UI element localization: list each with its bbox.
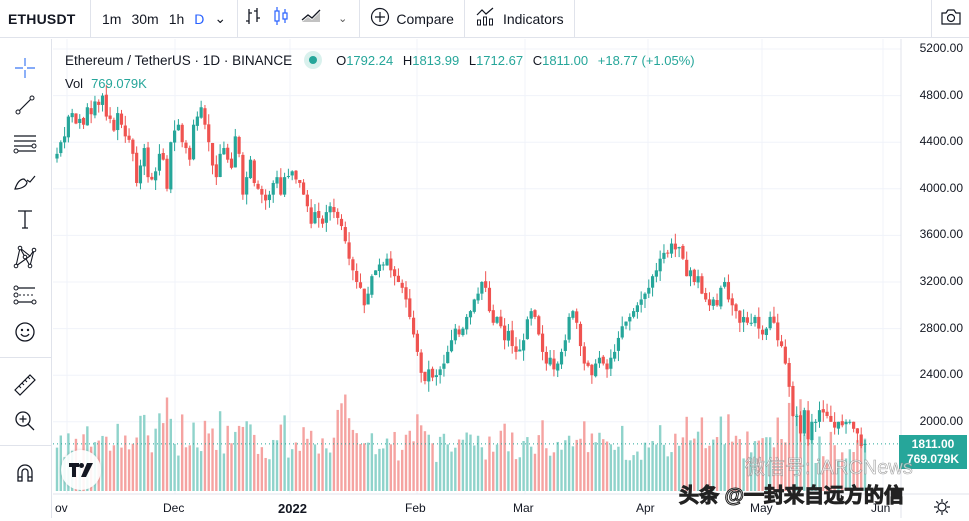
price-tick-label: 4400.00 (919, 134, 963, 149)
price-tick-label: 4000.00 (919, 180, 963, 195)
chart-type-selector: ⌄ (238, 0, 359, 38)
chevron-down-icon[interactable]: ⌄ (338, 13, 348, 25)
candlestick-chart[interactable] (53, 39, 969, 518)
date-tick-label: May (750, 501, 773, 515)
date-tick-label: Dec (163, 501, 185, 515)
high-value: 1813.99 (412, 52, 460, 68)
price-tick-label: 3600.00 (919, 227, 963, 242)
symbol-search[interactable]: ETHUSDT (8, 10, 76, 27)
divider (237, 0, 239, 38)
emoji-icon[interactable] (10, 317, 40, 347)
ruler-icon[interactable] (10, 370, 40, 400)
divider (0, 357, 52, 358)
text-icon[interactable] (10, 204, 40, 234)
divider (359, 0, 361, 38)
price-tick-label: 2400.00 (919, 367, 963, 382)
camera-icon (940, 7, 962, 32)
indicators-label: Indicators (502, 10, 564, 27)
price-tick-label: 3200.00 (919, 274, 963, 288)
magnet-icon[interactable] (10, 458, 40, 488)
date-tick-label: Mar (513, 501, 534, 515)
horizontal-lines-icon[interactable] (10, 128, 40, 158)
date-tick-label: 2022 (278, 501, 307, 516)
date-tick-label: Apr (636, 501, 655, 515)
pattern-icon[interactable] (10, 242, 40, 272)
close-value: 1811.00 (542, 52, 589, 68)
price-tick-label: 2800.00 (919, 320, 963, 335)
settings-gear-icon[interactable] (933, 498, 951, 521)
legend-title: Ethereum / TetherUS · 1D · BINANCE (65, 52, 293, 68)
volume-legend: Vol 769.079K (65, 76, 147, 91)
trend-line-icon[interactable] (10, 90, 40, 120)
last-volume: 769.079K (906, 452, 960, 466)
interval-1h[interactable]: 1h (168, 10, 185, 27)
area-icon[interactable] (300, 6, 322, 31)
open-value: 1792.24 (346, 52, 394, 68)
date-tick-label: Feb (405, 501, 426, 515)
bars-icon[interactable] (244, 6, 262, 31)
tradingview-logo-icon (69, 463, 93, 477)
price-tick-label: 4800.00 (919, 87, 963, 102)
interval-d[interactable]: D (194, 10, 205, 27)
top-toolbar: ETHUSDT 1m 30m 1h D ⌄ ⌄ Compare Indicato… (0, 0, 969, 38)
divider (0, 445, 52, 446)
last-price: 1811.00 (911, 437, 955, 451)
compare-button[interactable]: Compare (360, 0, 464, 38)
brush-icon[interactable] (10, 166, 40, 196)
date-tick-label: ov (55, 501, 68, 515)
screenshot-button[interactable] (931, 0, 969, 38)
divider (90, 0, 91, 38)
crosshair-icon[interactable] (10, 53, 40, 83)
zoom-in-icon[interactable] (10, 406, 40, 436)
ohlc-values: O1792.24 H1813.99 L1712.67 C1811.00 +18.… (336, 52, 695, 68)
prediction-icon[interactable] (10, 280, 40, 310)
change-value: +18.77 (+1.05%) (597, 52, 695, 68)
volume-value: 769.079K (91, 76, 147, 91)
price-tick-label: 5200.00 (919, 41, 963, 55)
candles-icon[interactable] (272, 6, 290, 31)
tradingview-logo[interactable] (61, 450, 101, 490)
chevron-down-icon[interactable]: ⌄ (214, 10, 227, 26)
indicators-icon (475, 7, 497, 30)
divider (463, 0, 465, 38)
plus-circle-icon (370, 7, 390, 30)
market-status-icon[interactable] (304, 51, 323, 69)
last-price-badge: 1811.00 769.079K (899, 435, 967, 469)
volume-label: Vol (65, 76, 84, 91)
interval-selector: 1m 30m 1h D ⌄ (91, 0, 237, 38)
divider (573, 0, 575, 38)
date-tick-label: Jun (871, 501, 891, 515)
compare-label: Compare (396, 10, 454, 27)
drawing-toolbar (0, 39, 52, 518)
indicators-button[interactable]: Indicators (465, 0, 574, 38)
chart-pane[interactable]: Ethereum / TetherUS · 1D · BINANCE O1792… (53, 39, 969, 518)
interval-30m[interactable]: 30m (131, 10, 159, 27)
low-value: 1712.67 (476, 52, 524, 68)
chart-legend: Ethereum / TetherUS · 1D · BINANCE O1792… (65, 51, 701, 69)
price-tick-label: 2000.00 (919, 413, 963, 428)
interval-1m[interactable]: 1m (102, 10, 122, 27)
